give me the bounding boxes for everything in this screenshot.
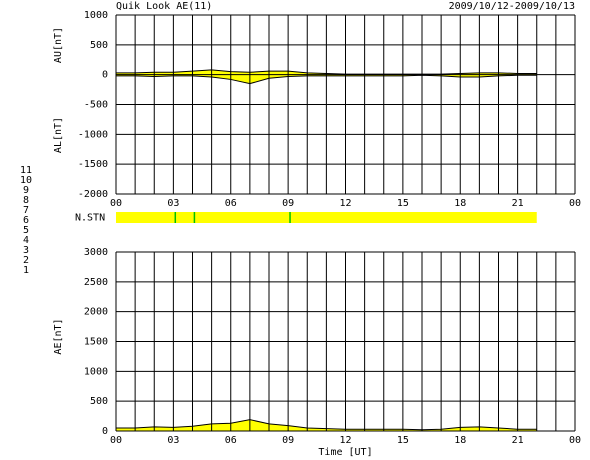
area	[116, 419, 537, 431]
station-count-label: 4	[23, 235, 29, 246]
station-count-label: 6	[23, 215, 29, 226]
y-tick-label: 1000	[84, 10, 108, 21]
x-tick-label: 12	[339, 198, 351, 209]
station-bar	[116, 212, 537, 223]
y-tick-label: 0	[102, 70, 108, 81]
x-tick-label: 00	[110, 435, 122, 446]
y-tick-label: -500	[84, 100, 108, 111]
y-tick-label: 0	[102, 426, 108, 437]
strip-label: N.STN	[75, 213, 105, 224]
station-count-label: 10	[20, 175, 32, 186]
x-tick-label: 18	[454, 435, 466, 446]
station-count-label: 3	[23, 245, 29, 256]
x-tick-label: 06	[225, 435, 237, 446]
x-tick-label: 15	[397, 435, 409, 446]
station-count-label: 2	[23, 255, 29, 266]
x-tick-label: 00	[569, 198, 581, 209]
date-range: 2009/10/12-2009/10/13	[449, 1, 575, 12]
station-count-label: 1	[23, 265, 29, 276]
chart-title: Quik Look AE(11)	[116, 1, 212, 12]
station-count-label: 9	[23, 185, 29, 196]
station-count-label: 7	[23, 205, 29, 216]
x-axis-label: Time [UT]	[318, 447, 372, 458]
x-tick-label: 00	[110, 198, 122, 209]
y-axis-label: AU[nT]	[53, 27, 64, 63]
y-tick-label: 1000	[84, 366, 108, 377]
x-tick-label: 12	[339, 435, 351, 446]
y-tick-label: 500	[90, 396, 108, 407]
x-tick-label: 09	[282, 435, 294, 446]
station-count-label: 8	[23, 195, 29, 206]
x-tick-label: 18	[454, 198, 466, 209]
area	[116, 74, 537, 84]
x-tick-label: 03	[167, 435, 179, 446]
y-tick-label: 2500	[84, 277, 108, 288]
x-tick-label: 06	[225, 198, 237, 209]
x-tick-label: 21	[512, 435, 524, 446]
station-count-label: 5	[23, 225, 29, 236]
y-axis-label: AE[nT]	[53, 318, 64, 354]
station-count-label: 11	[20, 165, 32, 176]
y-tick-label: -1000	[78, 129, 108, 140]
x-tick-label: 03	[167, 198, 179, 209]
x-tick-label: 21	[512, 198, 524, 209]
y-axis-label: AL[nT]	[53, 117, 64, 153]
x-tick-label: 15	[397, 198, 409, 209]
x-tick-label: 09	[282, 198, 294, 209]
x-tick-label: 00	[569, 435, 581, 446]
y-tick-label: -2000	[78, 189, 108, 200]
y-tick-label: 2000	[84, 307, 108, 318]
y-tick-label: 3000	[84, 247, 108, 258]
y-tick-label: 500	[90, 40, 108, 51]
y-tick-label: -1500	[78, 159, 108, 170]
y-tick-label: 1500	[84, 337, 108, 348]
